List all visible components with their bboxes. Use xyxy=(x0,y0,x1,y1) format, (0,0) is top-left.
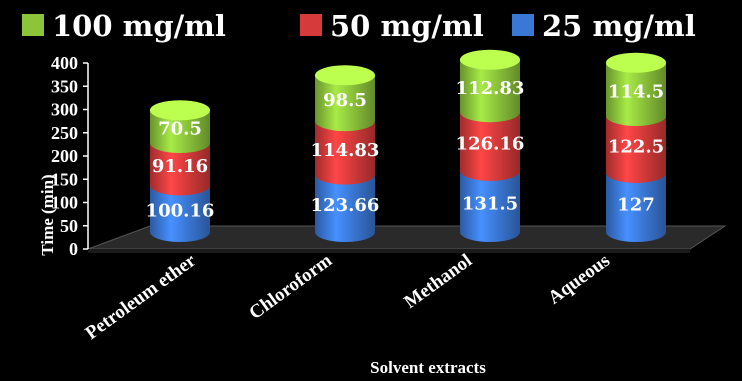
bar-methanol-100-mg-ml xyxy=(460,59,520,123)
y-tick-label-100: 100 xyxy=(51,193,78,213)
data-label-petroleum-ether-50-mg-ml: 91.16 xyxy=(152,156,208,177)
bar-chloroform-25-mg-ml xyxy=(315,174,375,242)
bar-stack-petroleum-ether xyxy=(150,100,210,242)
legend-swatch-100-mg-ml xyxy=(22,14,44,36)
chart-floor xyxy=(87,225,727,253)
legend-item-50-mg-ml: 50 mg/ml xyxy=(300,9,484,43)
bar-top-chloroform xyxy=(315,65,375,86)
data-label-aqueous-25-mg-ml: 127 xyxy=(617,194,655,215)
y-axis: 0 50 100 150 200 250 300 350 400 xyxy=(51,53,89,259)
legend-label-25-mg-ml: 25 mg/ml xyxy=(542,9,696,43)
bar-chloroform-50-mg-ml xyxy=(315,121,375,185)
bar-aqueous-100-mg-ml xyxy=(606,62,666,126)
bars xyxy=(150,49,666,242)
bar-petroleum-ether-25-mg-ml xyxy=(150,185,210,242)
bar-top-petroleum-ether xyxy=(150,100,210,121)
data-label-chloroform-25-mg-ml: 123.66 xyxy=(311,195,380,216)
legend-item-100-mg-ml: 100 mg/ml xyxy=(22,9,226,43)
legend-item-25-mg-ml: 25 mg/ml xyxy=(512,9,696,43)
data-label-methanol-25-mg-ml: 131.5 xyxy=(462,193,518,214)
data-label-chloroform-50-mg-ml: 114.83 xyxy=(311,140,380,161)
bar-chloroform-100-mg-ml xyxy=(315,75,375,132)
x-category-label-chloroform: Chloroform xyxy=(245,250,336,324)
legend: 100 mg/ml 50 mg/ml 25 mg/ml xyxy=(22,9,696,43)
x-category-label-methanol: Methanol xyxy=(400,250,476,313)
data-label-aqueous-50-mg-ml: 122.5 xyxy=(608,136,664,157)
data-label-petroleum-ether-100-mg-ml: 70.5 xyxy=(158,119,202,140)
data-label-aqueous-100-mg-ml: 114.5 xyxy=(608,81,664,102)
y-tick-label-400: 400 xyxy=(51,53,78,73)
bar-top-aqueous xyxy=(606,52,666,73)
data-label-petroleum-ether-25-mg-ml: 100.16 xyxy=(146,201,215,222)
x-axis-title: Solvent extracts xyxy=(370,358,486,377)
legend-swatch-50-mg-ml xyxy=(300,14,322,36)
bar-petroleum-ether-50-mg-ml xyxy=(150,143,210,196)
legend-swatch-25-mg-ml xyxy=(512,14,534,36)
y-axis-title: Time (min) xyxy=(38,174,57,255)
bar-aqueous-50-mg-ml xyxy=(606,115,666,183)
y-tick-label-200: 200 xyxy=(51,146,78,166)
y-tick-label-300: 300 xyxy=(51,100,78,120)
x-category-label-aqueous: Aqueous xyxy=(544,250,614,309)
y-tick-label-350: 350 xyxy=(51,76,78,96)
bar-stack-aqueous xyxy=(606,52,666,242)
legend-label-100-mg-ml: 100 mg/ml xyxy=(52,9,226,43)
bar-top-methanol xyxy=(460,49,520,70)
data-label-chloroform-100-mg-ml: 98.5 xyxy=(323,90,367,111)
legend-label-50-mg-ml: 50 mg/ml xyxy=(330,9,484,43)
y-tick-label-0: 0 xyxy=(69,239,78,259)
bar-stack-chloroform xyxy=(315,65,375,242)
bar-petroleum-ether-100-mg-ml xyxy=(150,110,210,154)
bar-aqueous-25-mg-ml xyxy=(606,172,666,242)
bar-methanol-50-mg-ml xyxy=(460,112,520,181)
bar-stack-methanol xyxy=(460,49,520,242)
bar-methanol-25-mg-ml xyxy=(460,170,520,242)
data-label-methanol-100-mg-ml: 112.83 xyxy=(456,78,525,99)
y-tick-label-50: 50 xyxy=(60,216,78,236)
y-tick-label-250: 250 xyxy=(51,123,78,143)
y-tick-label-150: 150 xyxy=(51,169,78,189)
floor-edge xyxy=(88,249,690,253)
x-category-label-petroleum-ether: Petroleum ether xyxy=(82,250,201,344)
data-labels: 100.16 91.16 70.5 123.66 114.83 98.5 131.5 126.… xyxy=(146,78,665,222)
data-label-methanol-50-mg-ml: 126.16 xyxy=(456,134,525,155)
x-axis-categories: Petroleum ether Chloroform Methanol Aqueous xyxy=(82,250,614,344)
